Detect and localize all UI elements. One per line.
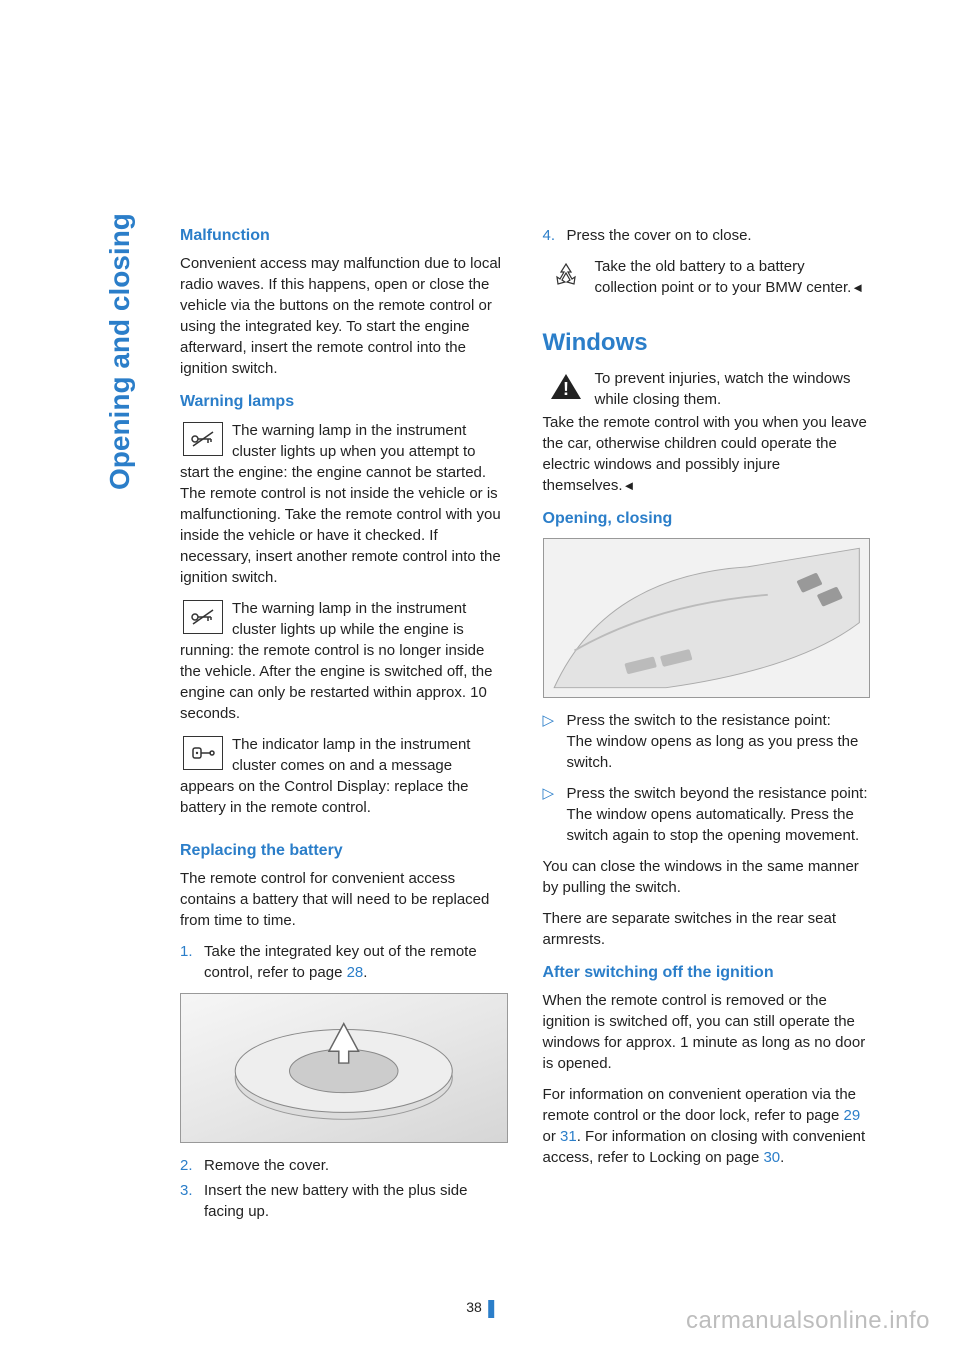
left-column: Malfunction Convenient access may malfun… [180, 225, 508, 1232]
windows-warn-text-1: To prevent injuries, watch the windows w… [595, 370, 851, 408]
warning-lamp-icon-1 [180, 420, 226, 458]
windows-warn-text-2: Take the remote control with you when yo… [543, 412, 871, 496]
step-1-text: Take the integrated key out of the remot… [204, 941, 508, 983]
watermark-text: carmanualsonline.info [686, 1304, 930, 1338]
end-marker: ◄ [851, 280, 864, 295]
warning-lamp-icon-2 [180, 598, 226, 636]
warning-lamp-text-1: The warning lamp in the instrument clust… [180, 422, 501, 586]
warning-lamp-text-2: The warning lamp in the instrument clust… [180, 600, 492, 722]
page-link-29[interactable]: 29 [844, 1107, 861, 1124]
separate-switches-para: There are separate switches in the rear … [543, 908, 871, 950]
step-1: 1. Take the integrated key out of the re… [180, 941, 508, 983]
recycle-note: Take the old battery to a battery collec… [543, 256, 871, 298]
info-a: For information on convenient operation … [543, 1086, 857, 1124]
step-number: 4. [543, 225, 567, 246]
bullet-2-text: Press the switch beyond the resistance p… [567, 783, 871, 846]
windows-heading: Windows [543, 326, 871, 360]
recycle-body: Take the old battery to a battery collec… [595, 258, 852, 296]
info-links-para: For information on convenient operation … [543, 1084, 871, 1168]
page-number-bar-icon [488, 1300, 494, 1318]
remote-battery-figure [180, 993, 508, 1143]
caution-icon-wrap: ! [543, 368, 589, 406]
svg-text:!: ! [563, 379, 569, 399]
right-column: 4. Press the cover on to close. Take the… [543, 225, 871, 1232]
page-container: Opening and closing Malfunction Convenie… [0, 0, 960, 1292]
warning-lamp-para1: The warning lamp in the instrument clust… [180, 420, 508, 588]
step1-text-a: Take the integrated key out of the remot… [204, 943, 477, 981]
after-ignition-heading: After switching off the ignition [543, 962, 871, 984]
step-number: 2. [180, 1155, 204, 1176]
page-link-30[interactable]: 30 [763, 1149, 780, 1166]
windows-warn-body2: Take the remote control with you when yo… [543, 414, 867, 494]
triangle-bullet-icon: ▷ [543, 710, 567, 773]
malfunction-body: Convenient access may malfunction due to… [180, 253, 508, 379]
malfunction-heading: Malfunction [180, 225, 508, 247]
battery-steps-list-top: 1. Take the integrated key out of the re… [180, 941, 508, 983]
window-switch-figure [543, 538, 871, 698]
section-side-title: Opening and closing [100, 213, 139, 490]
window-operation-list: ▷ Press the switch to the resistance poi… [543, 710, 871, 846]
windows-warning: ! To prevent injuries, watch the windows… [543, 368, 871, 410]
page-link-31[interactable]: 31 [560, 1128, 577, 1145]
triangle-bullet-icon: ▷ [543, 783, 567, 846]
info-d: . [780, 1149, 784, 1166]
caution-icon: ! [546, 370, 586, 404]
key-battery-icon [183, 736, 223, 770]
page-number: 38 [466, 1298, 482, 1318]
warning-lamp-para3: The indicator lamp in the instrument clu… [180, 734, 508, 818]
step-number: 1. [180, 941, 204, 983]
close-windows-para: You can close the windows in the same ma… [543, 856, 871, 898]
recycle-text: Take the old battery to a battery collec… [595, 258, 865, 296]
step-3-text: Insert the new battery with the plus sid… [204, 1180, 508, 1222]
bullet-1: ▷ Press the switch to the resistance poi… [543, 710, 871, 773]
bullet-1-text: Press the switch to the resistance point… [567, 710, 871, 773]
step-2: 2. Remove the cover. [180, 1155, 508, 1176]
two-column-layout: Malfunction Convenient access may malfun… [180, 225, 870, 1232]
battery-steps-list-bottom: 2. Remove the cover. 3. Insert the new b… [180, 1155, 508, 1222]
after-ignition-body: When the remote control is removed or th… [543, 990, 871, 1074]
replacing-battery-intro: The remote control for convenient access… [180, 868, 508, 931]
info-b: or [543, 1128, 561, 1145]
step-3: 3. Insert the new battery with the plus … [180, 1180, 508, 1222]
step-4-text: Press the cover on to close. [567, 225, 752, 246]
step-number: 3. [180, 1180, 204, 1222]
step1-text-b: . [363, 964, 367, 981]
page-number-indicator: 38 [466, 1298, 494, 1318]
recycle-icon-wrap [543, 256, 589, 294]
warning-lamp-para2: The warning lamp in the instrument clust… [180, 598, 508, 724]
bullet-2: ▷ Press the switch beyond the resistance… [543, 783, 871, 846]
warning-lamps-heading: Warning lamps [180, 391, 508, 413]
warning-lamp-icon-3 [180, 734, 226, 772]
end-marker: ◄ [623, 478, 636, 493]
battery-step-4-list: 4. Press the cover on to close. [543, 225, 871, 246]
page-link-28[interactable]: 28 [347, 964, 364, 981]
step-2-text: Remove the cover. [204, 1155, 329, 1176]
key-slash-icon [183, 600, 223, 634]
replacing-battery-heading: Replacing the battery [180, 840, 508, 862]
info-c: . For information on closing with conven… [543, 1128, 866, 1166]
step-4: 4. Press the cover on to close. [543, 225, 871, 246]
recycle-icon [546, 258, 586, 292]
key-slash-icon [183, 422, 223, 456]
opening-closing-heading: Opening, closing [543, 508, 871, 530]
